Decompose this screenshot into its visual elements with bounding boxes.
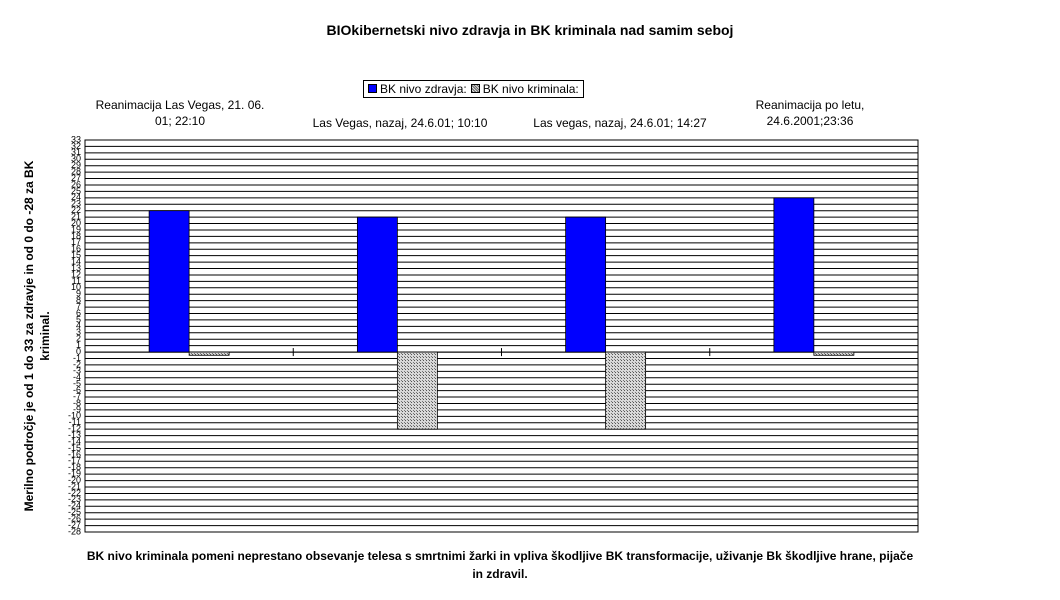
y-tick-label: 23 <box>71 199 81 209</box>
y-tick-label: -22 <box>68 488 81 498</box>
y-tick-label: 25 <box>71 186 81 196</box>
category-label: Las vegas, nazaj, 24.6.01; 14:27 <box>533 116 707 130</box>
y-tick-label: -3 <box>73 366 81 376</box>
y-tick-label: -13 <box>68 430 81 440</box>
y-tick-label: 3 <box>76 327 81 337</box>
y-tick-label: 12 <box>71 269 81 279</box>
y-tick-label: 18 <box>71 231 81 241</box>
y-tick-label: 7 <box>76 301 81 311</box>
y-tick-label: 33 <box>71 134 81 144</box>
y-tick-label: 27 <box>71 173 81 183</box>
y-tick-label: -12 <box>68 424 81 434</box>
y-tick-label: -2 <box>73 359 81 369</box>
y-tick-label: -10 <box>68 411 81 421</box>
y-tick-label: 30 <box>71 154 81 164</box>
bar <box>396 351 438 430</box>
y-tick-label: 4 <box>76 321 81 331</box>
bar <box>813 351 855 356</box>
chart-title: BIOkibernetski nivo zdravja in BK krimin… <box>326 22 734 38</box>
bar <box>773 197 815 353</box>
y-tick-label: 19 <box>71 224 81 234</box>
y-tick-label: 9 <box>76 289 81 299</box>
y-tick-label: -24 <box>68 501 81 511</box>
y-tick-label: -20 <box>68 475 81 485</box>
y-tick-label: 28 <box>71 167 81 177</box>
legend-label: BK nivo zdravja: <box>380 82 467 96</box>
y-tick-label: -9 <box>73 404 81 414</box>
y-tick-label: -1 <box>73 353 81 363</box>
legend-label: BK nivo kriminala: <box>482 82 579 96</box>
y-tick-label: -28 <box>68 526 81 536</box>
y-tick-label: -27 <box>68 520 81 530</box>
y-axis-title: Merilno področje je od 1 do 33 za zdravj… <box>22 160 52 512</box>
y-tick-label: 21 <box>71 211 81 221</box>
y-tick-label: 11 <box>72 276 81 286</box>
bar <box>148 210 190 353</box>
y-tick-label: 20 <box>71 218 81 228</box>
y-tick-label: -5 <box>73 379 81 389</box>
y-tick-label: 5 <box>76 314 81 324</box>
y-tick-label: -15 <box>68 443 81 453</box>
y-tick-label: -6 <box>73 385 81 395</box>
y-tick-label: -8 <box>73 398 81 408</box>
y-tick-label: -11 <box>69 417 81 427</box>
y-tick-label: 26 <box>71 179 81 189</box>
y-tick-label: 0 <box>76 346 81 356</box>
legend-item: BK nivo zdravja: <box>368 82 467 96</box>
category-label: Reanimacija Las Vegas, 21. 06. 01; 22:10 <box>95 98 265 128</box>
y-tick-label: 17 <box>71 237 81 247</box>
y-tick-label: 15 <box>71 250 81 260</box>
y-tick-label: -19 <box>68 469 81 479</box>
y-tick-label: 10 <box>71 282 81 292</box>
y-tick-label: -17 <box>68 456 81 466</box>
y-tick-label: -7 <box>73 391 81 401</box>
bar <box>188 351 230 356</box>
legend-swatch <box>368 84 377 93</box>
y-tick-label: 8 <box>76 295 81 305</box>
y-tick-label: 22 <box>71 205 81 215</box>
category-label: Reanimacija po letu, 24.6.2001;23:36 <box>755 98 865 128</box>
y-tick-label: 24 <box>71 192 81 202</box>
bar <box>605 351 647 430</box>
y-tick-label: -23 <box>68 494 81 504</box>
y-tick-label: 2 <box>76 334 81 344</box>
legend: BK nivo zdravja: BK nivo kriminala: <box>363 80 584 98</box>
y-tick-label: -4 <box>73 372 81 382</box>
y-tick-label: -26 <box>68 514 81 524</box>
y-tick-label: -21 <box>68 481 81 491</box>
bar <box>356 216 398 353</box>
y-tick-label: 14 <box>71 256 81 266</box>
legend-swatch <box>470 84 480 93</box>
y-tick-label: 16 <box>71 244 81 254</box>
y-tick-label: 13 <box>71 263 81 273</box>
y-tick-label: 29 <box>71 160 81 170</box>
y-tick-label: 32 <box>71 141 81 151</box>
y-tick-label: 6 <box>76 308 81 318</box>
bar <box>565 216 607 353</box>
y-tick-label: -25 <box>68 507 81 517</box>
legend-item: BK nivo kriminala: <box>470 82 579 96</box>
footnote: BK nivo kriminala pomeni neprestano obse… <box>86 549 914 581</box>
y-tick-label: -18 <box>68 462 81 472</box>
y-tick-label: 31 <box>71 147 81 157</box>
y-tick-label: -16 <box>68 449 81 459</box>
y-tick-label: 1 <box>76 340 81 350</box>
category-label: Las Vegas, nazaj, 24.6.01; 10:10 <box>312 116 488 130</box>
y-tick-label: -14 <box>68 436 81 446</box>
